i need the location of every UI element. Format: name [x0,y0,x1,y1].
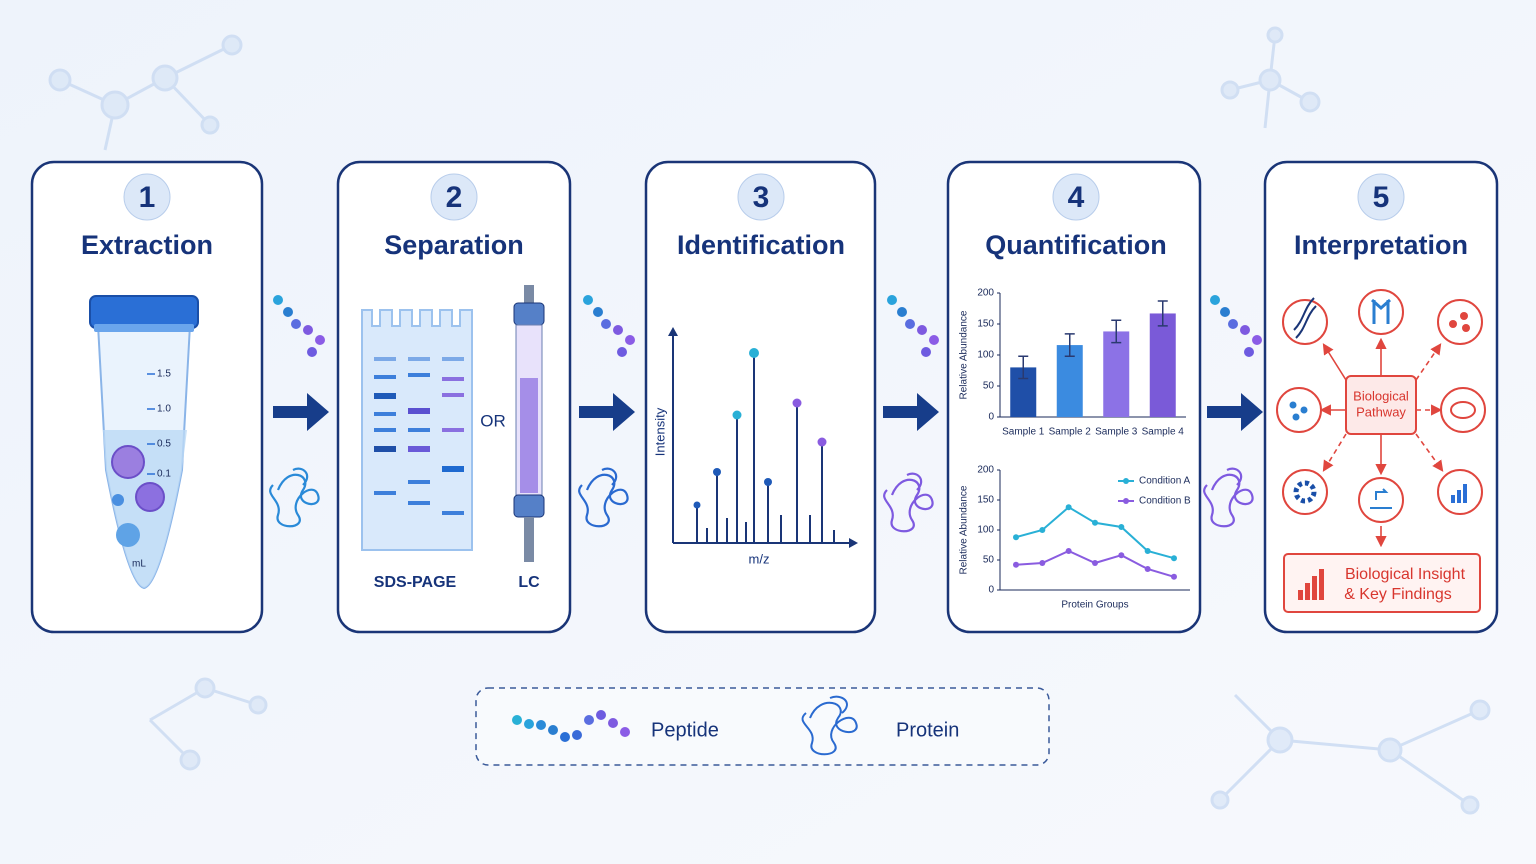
x-axis-label: m/z [749,551,770,566]
step-number: 1 [139,181,156,214]
point [1171,555,1177,562]
y-tick-label: 200 [977,288,994,299]
graduation: 1.0 [157,404,171,415]
legend-label: Peptide [651,719,719,741]
point [1118,524,1125,530]
graduation: 0.1 [157,469,171,480]
line-chart: 0 50 100 150 200 Relative Abundance Condition … [959,465,1191,611]
point [1144,548,1151,554]
error-bar [1111,319,1122,344]
step-badge [430,173,478,221]
bar [1056,345,1083,417]
legend-label: Condition A [1139,476,1190,487]
peptide-swatch [512,710,630,742]
lc-column [513,285,545,562]
or-label: OR [480,411,506,430]
arrows [273,393,1263,431]
point [1171,573,1177,580]
step-badge [1357,173,1405,221]
network: Biological Pathway Biological Insight & … [1276,289,1486,613]
point [1144,566,1151,572]
step-badge [737,173,785,221]
y-axis-label: Intensity [652,407,667,456]
pathway-label: Pathway [1356,404,1406,419]
step-title: Quantification [985,230,1167,260]
graduation: 1.5 [157,369,171,380]
point [1013,534,1019,541]
x-tick-label: Sample 3 [1095,427,1138,438]
decoration [48,26,1491,815]
connectors [269,295,1263,533]
tube: 1.5 1.0 0.5 0.1 mL [89,295,199,590]
step-title: Identification [677,230,845,260]
result-label: & Key Findings [1344,586,1452,603]
y-tick-label: 150 [977,495,994,506]
point [1013,561,1019,568]
point [1065,504,1072,511]
step-number: 2 [446,181,463,214]
result-label: Biological Insight [1345,566,1466,583]
y-tick-label: 100 [977,350,994,361]
bar [1149,313,1176,417]
y-axis-label: Relative Abundance [959,485,970,574]
y-tick-label: 50 [983,555,995,566]
panel-headers: 1 Extraction 2 Separation 3 Identification 4 Qu… [81,173,1468,260]
peptide-icons [273,295,1262,357]
protein-icons [269,467,1254,533]
bar [1103,331,1130,417]
unit-label: mL [132,559,146,570]
y-tick-label: 200 [977,465,994,476]
x-tick-label: Sample 2 [1049,427,1092,438]
point [1039,560,1046,566]
error-bar [1064,333,1075,357]
point [1092,560,1098,566]
x-tick-label: Sample 1 [1002,427,1045,438]
spectrum: Intensity m/z [652,327,858,566]
point [1065,548,1072,554]
y-tick-label: 150 [977,319,994,330]
step-number: 3 [753,181,770,214]
legend-label: Condition B [1139,496,1191,507]
pathway-label: Biological [1353,388,1409,403]
step-badge [1052,173,1100,221]
icons [1289,297,1476,600]
gel-label: SDS-PAGE [374,574,457,591]
legend: Peptide Protein [475,687,1050,766]
lc-label: LC [518,574,540,591]
point [1118,552,1125,559]
x-axis-label: Protein Groups [1061,600,1128,611]
y-tick-label: 0 [988,412,994,423]
x-tick-label: Sample 4 [1142,427,1185,438]
protein-swatch [801,695,858,756]
bar-chart: 0 50 100 150 200 Relative Abundance Sample 1 Sa… [959,288,1186,438]
step-title: Interpretation [1294,230,1468,260]
point [1092,519,1098,526]
legend-swatch [1123,498,1129,504]
panel [644,160,877,634]
error-bar [1018,355,1029,380]
y-tick-label: 50 [983,381,995,392]
step-number: 5 [1373,181,1390,214]
legend-label: Protein [896,719,959,741]
y-tick-label: 100 [977,525,994,536]
step-number: 4 [1068,181,1085,214]
graduation: 0.5 [157,439,171,450]
y-axis-label: Relative Abundance [959,310,970,399]
step-badge [123,173,171,221]
step-title: Separation [384,230,524,260]
legend-swatch [1123,478,1129,484]
error-bar [1157,300,1168,327]
step-title: Extraction [81,230,213,260]
point [1039,527,1046,533]
y-tick-label: 0 [988,585,994,596]
gel: OR SDS-PAGE LC [361,285,545,591]
